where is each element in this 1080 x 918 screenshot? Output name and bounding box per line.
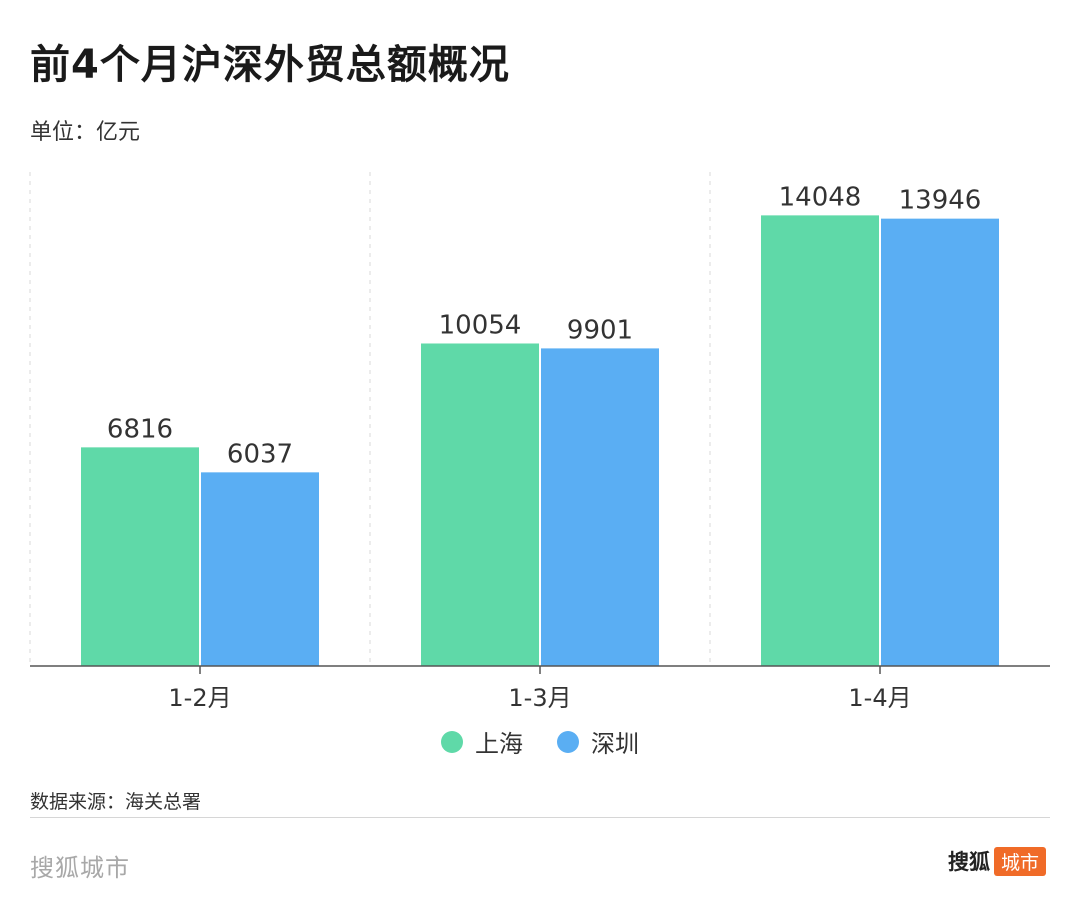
- data-label: 6037: [227, 439, 293, 469]
- data-label: 9901: [567, 315, 633, 345]
- bar-shenzhen: [201, 472, 319, 666]
- bar-chart: 6816 6037 1-2月 10054 9901 1-3月 14048 13946 1-4月: [29, 172, 1050, 712]
- chart-title: 前4个月沪深外贸总额概况: [30, 42, 510, 88]
- x-tick-label: 1-2月: [168, 684, 231, 712]
- legend-dot-icon: [557, 730, 579, 753]
- brand-logo-tag: 城市: [993, 846, 1046, 876]
- divider: [30, 817, 1050, 818]
- data-label: 14048: [779, 182, 862, 212]
- data-label: 13946: [899, 186, 982, 216]
- x-tick-label: 1-3月: [508, 684, 571, 712]
- legend-label-shenzhen: 深圳: [591, 730, 639, 758]
- data-source: 数据来源：海关总署: [30, 791, 202, 813]
- brand-logo: 搜狐 城市: [948, 846, 1046, 876]
- legend-label-shanghai: 上海: [475, 730, 523, 758]
- bar-shenzhen: [541, 348, 659, 666]
- data-label: 10054: [439, 310, 522, 340]
- bar-shanghai: [761, 215, 879, 666]
- brand-logo-name: 搜狐: [947, 850, 990, 874]
- bar-shanghai: [81, 447, 199, 666]
- unit-label: 单位：亿元: [30, 120, 141, 145]
- legend: 上海 深圳: [0, 724, 1080, 759]
- brand-watermark: 搜狐城市: [30, 854, 130, 882]
- legend-item-shanghai: 上海: [441, 724, 523, 759]
- legend-dot-icon: [441, 730, 463, 753]
- bar-shenzhen: [881, 218, 999, 666]
- data-label: 6816: [107, 414, 173, 444]
- x-tick-label: 1-4月: [848, 684, 911, 712]
- bar-shanghai: [421, 343, 539, 666]
- legend-item-shenzhen: 深圳: [557, 724, 639, 759]
